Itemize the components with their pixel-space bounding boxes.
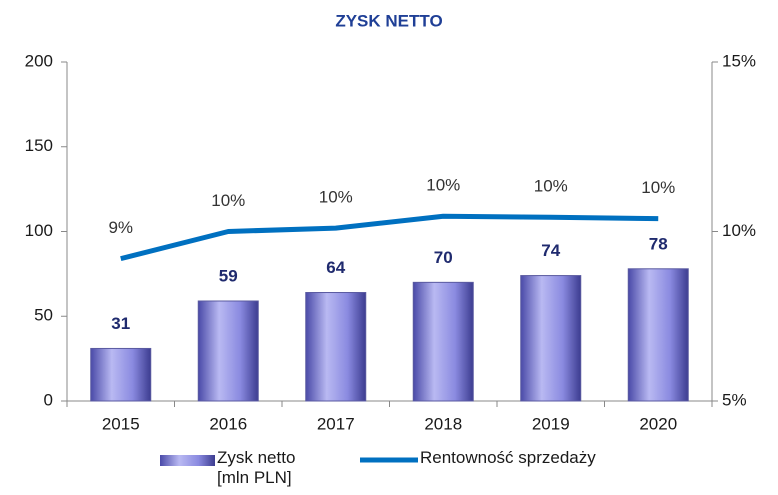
bar: [305, 292, 367, 402]
legend-label: Rentowność sprzedaży: [420, 448, 596, 467]
y-tick-label: 200: [25, 51, 53, 70]
bar: [197, 300, 259, 402]
bar: [412, 281, 474, 402]
bar-label: 78: [649, 234, 668, 253]
y-tick-label: 100: [25, 221, 53, 240]
x-tick-label: 2020: [639, 414, 677, 433]
chart-title: ZYSK NETTO: [335, 11, 442, 30]
x-tick-label: 2017: [317, 414, 355, 433]
y-tick-label: 150: [25, 136, 53, 155]
line-label: 10%: [641, 178, 675, 197]
bar-label: 31: [111, 314, 130, 333]
x-tick-label: 2018: [424, 414, 462, 433]
bar-label: 59: [219, 266, 238, 285]
y-tick-label: 50: [34, 306, 53, 325]
line-label: 10%: [319, 188, 353, 207]
line-label: 10%: [426, 176, 460, 195]
x-tick-label: 2019: [532, 414, 570, 433]
x-tick-label: 2016: [209, 414, 247, 433]
line-label: 10%: [534, 177, 568, 196]
legend-label: Zysk netto [mln PLN]: [217, 448, 296, 487]
bar-label: 74: [541, 241, 560, 260]
y2-tick-label: 15%: [722, 51, 756, 70]
y2-tick-label: 10%: [722, 221, 756, 240]
legend-swatch: [160, 455, 215, 466]
line: [120, 213, 659, 262]
bar: [520, 275, 582, 402]
bar-label: 70: [434, 248, 453, 267]
line-label: 10%: [211, 191, 245, 210]
y2-tick-label: 5%: [722, 390, 747, 409]
bar: [627, 268, 689, 402]
line-label: 9%: [108, 218, 133, 237]
bar: [90, 347, 152, 402]
x-tick-label: 2015: [102, 414, 140, 433]
y-tick-label: 0: [44, 390, 53, 409]
bar-label: 64: [326, 258, 345, 277]
